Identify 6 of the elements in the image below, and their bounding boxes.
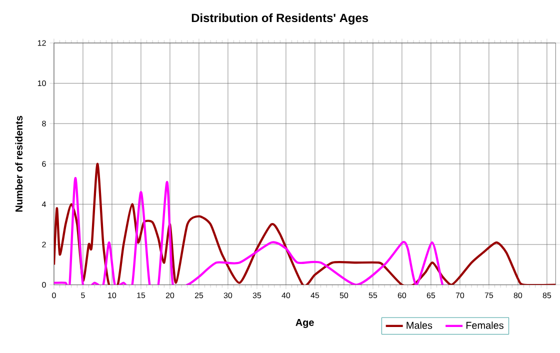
- legend-label: Females: [466, 322, 504, 329]
- legend-label: Males: [406, 322, 432, 329]
- line-series: [54, 162, 556, 285]
- chart-title: Distribution of Residents' Ages: [192, 14, 368, 25]
- x-axis-title: Age: [296, 319, 314, 328]
- y-axis-title: Number of residents: [15, 116, 23, 212]
